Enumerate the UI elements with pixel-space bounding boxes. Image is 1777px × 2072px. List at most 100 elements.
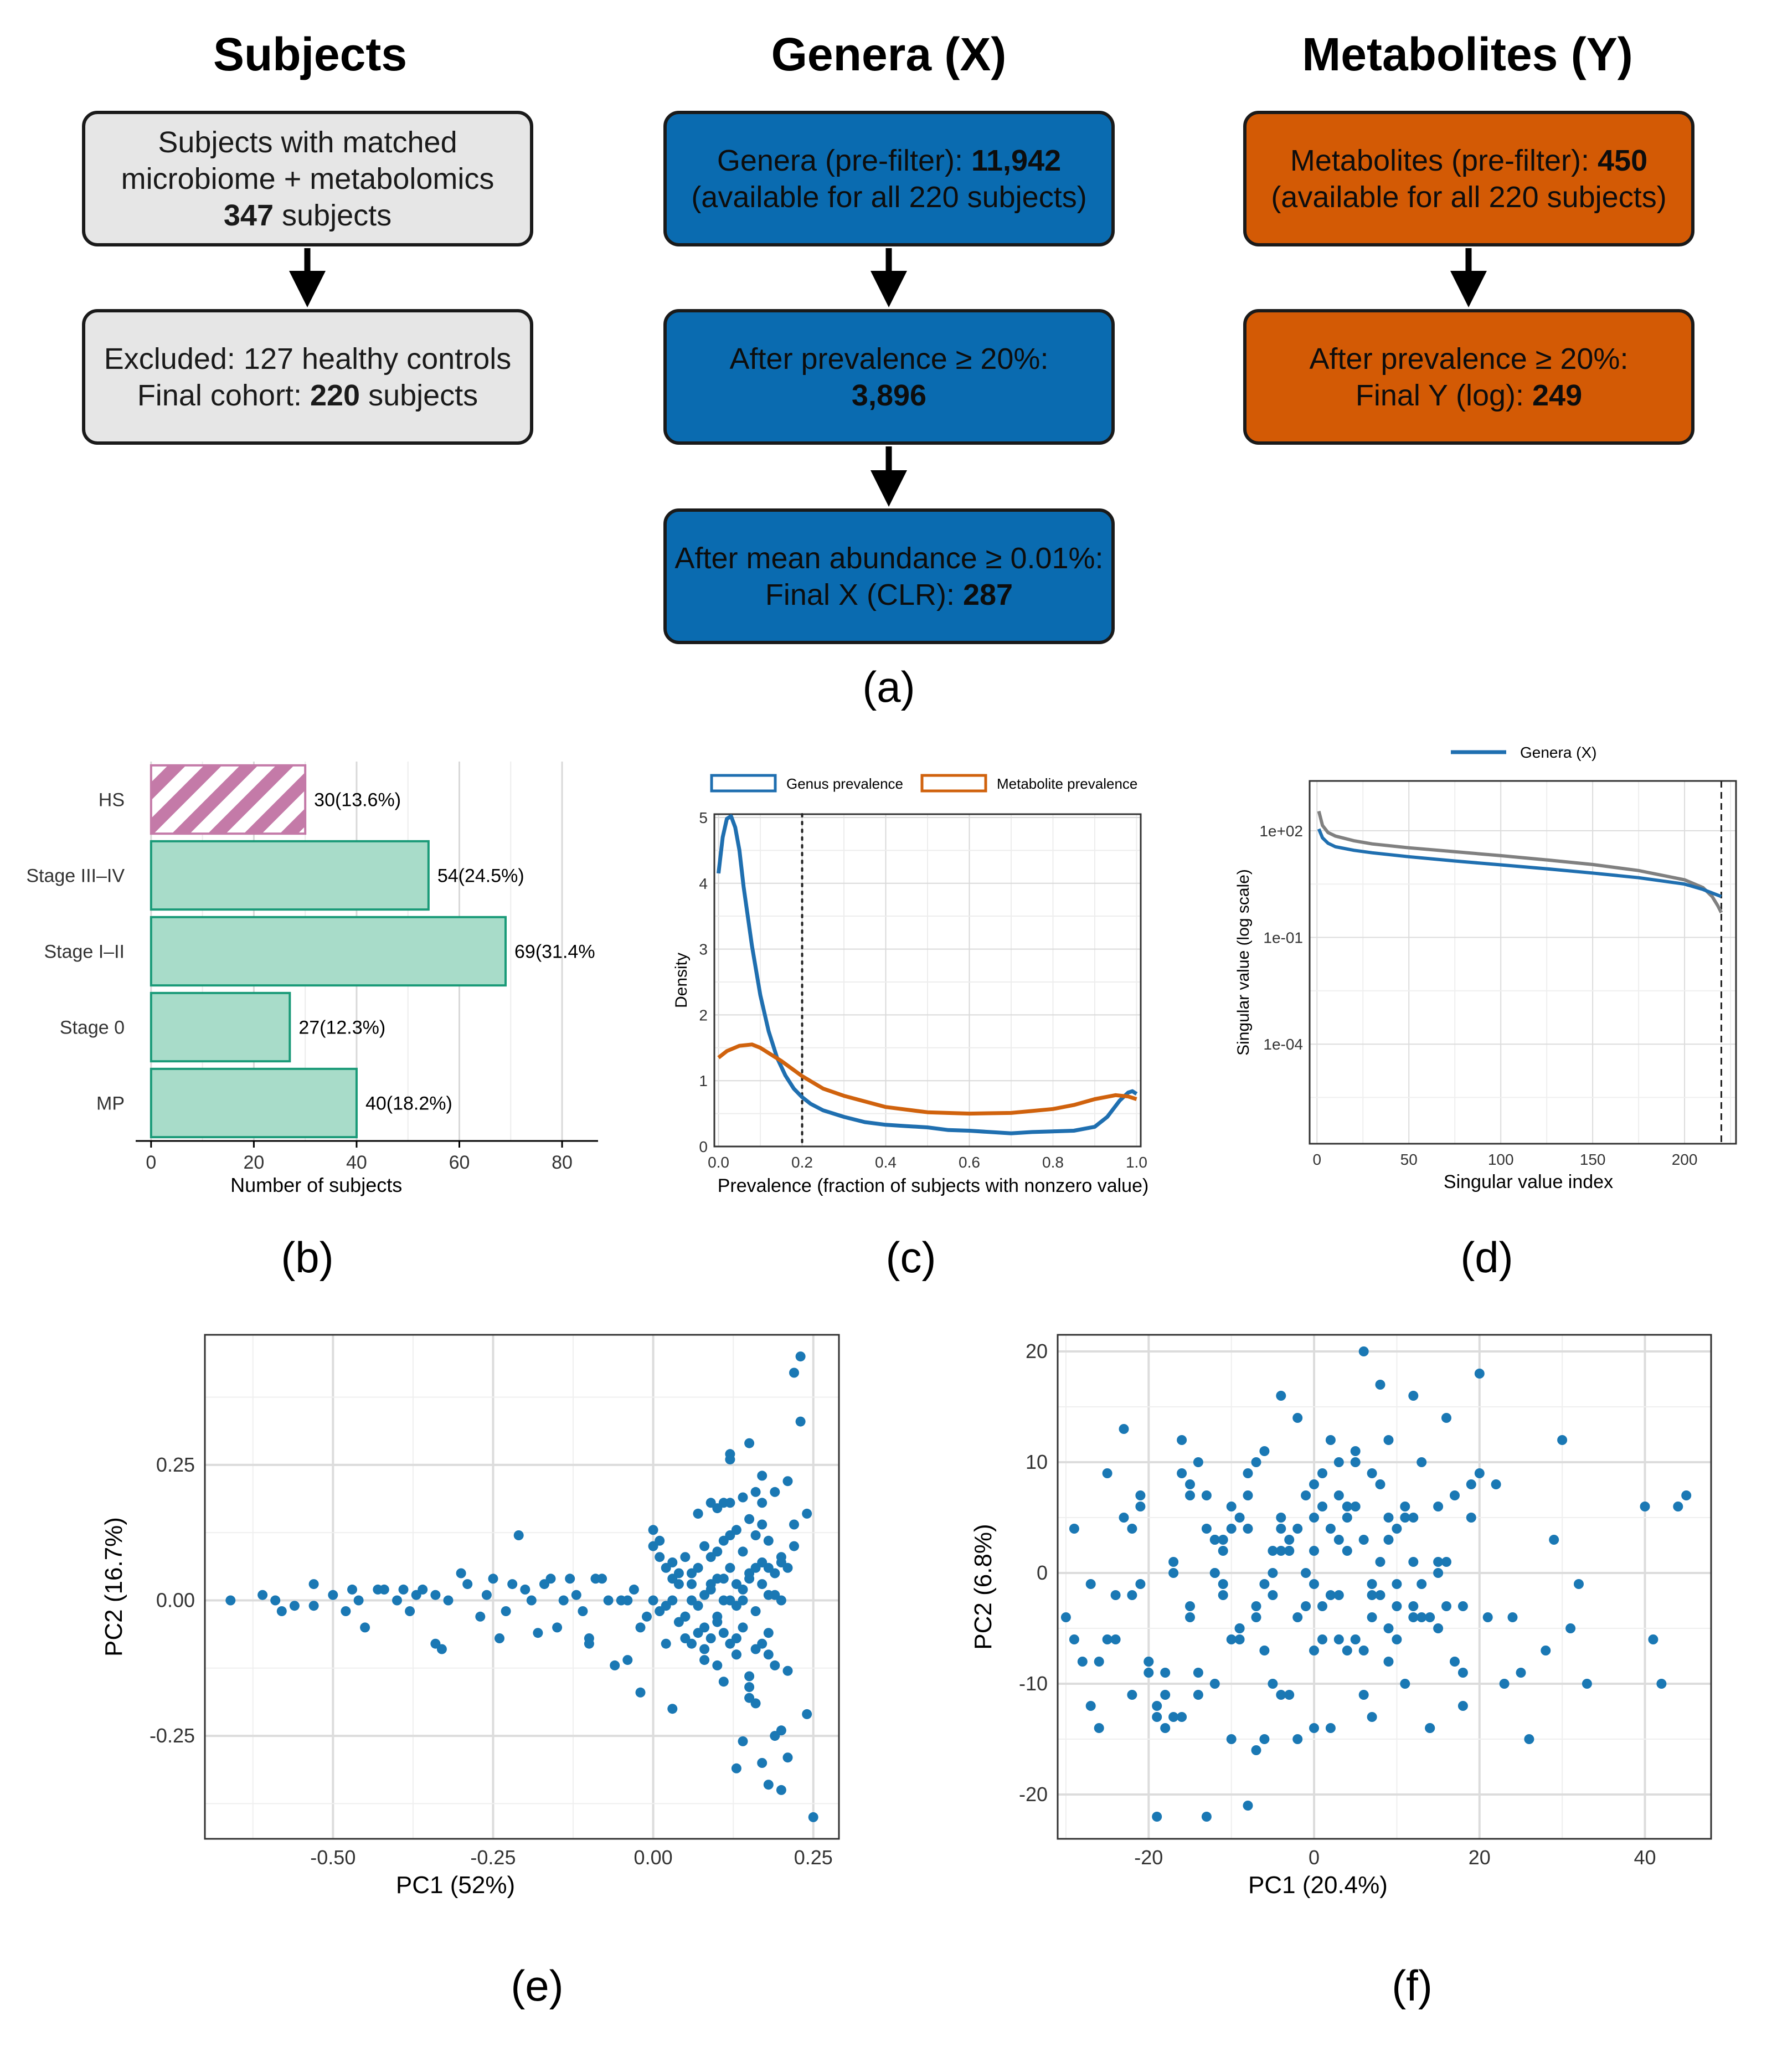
b-bar-label: 27(12.3%) xyxy=(298,1017,385,1038)
c-panel-border xyxy=(713,813,1142,1148)
b-x-axis-title: Number of subjects xyxy=(230,1174,402,1196)
e-point xyxy=(750,1487,761,1497)
e-point xyxy=(718,1628,729,1638)
f-point xyxy=(1549,1535,1559,1545)
f-point xyxy=(1333,1535,1344,1545)
f-y-tick-label: 0 xyxy=(1037,1561,1048,1584)
e-point xyxy=(738,1584,748,1595)
e-point xyxy=(558,1595,569,1606)
genera-title: Genera (X) xyxy=(771,28,1007,80)
f-x-tick-label: 40 xyxy=(1634,1846,1656,1869)
f-point xyxy=(1292,1612,1303,1622)
f-point xyxy=(1358,1646,1369,1655)
f-point xyxy=(1119,1513,1129,1523)
f-point xyxy=(1135,1490,1146,1500)
e-point xyxy=(731,1633,741,1643)
f-point xyxy=(1441,1557,1451,1567)
f-point xyxy=(1433,1623,1444,1633)
panel-label-b: (b) xyxy=(281,1233,334,1282)
b-bar xyxy=(150,840,430,911)
subjects-box-matched-line1: Subjects with matched xyxy=(158,125,457,159)
c-y-tick-label: 3 xyxy=(699,941,708,958)
b-category-label: MP xyxy=(96,1093,125,1114)
e-point xyxy=(763,1649,774,1660)
f-point xyxy=(1457,1601,1468,1611)
f-point xyxy=(1516,1668,1526,1678)
e-y-tick-label: 0.00 xyxy=(156,1588,195,1611)
panel-label-c: (c) xyxy=(885,1233,936,1282)
f-point xyxy=(1243,1490,1253,1500)
metabolites-box-final-line2: Final Y (log): 249 xyxy=(1356,377,1582,414)
f-point xyxy=(1383,1535,1394,1545)
e-point xyxy=(738,1546,748,1557)
panel-label-e: (e) xyxy=(511,1961,564,2010)
f-point xyxy=(1309,1513,1319,1523)
e-point xyxy=(405,1606,415,1616)
genera-box-abundance-line1: After mean abundance ≥ 0.01%: xyxy=(674,541,1104,575)
f-point xyxy=(1301,1568,1311,1578)
e-point xyxy=(687,1579,697,1590)
e-point xyxy=(610,1660,620,1670)
e-point xyxy=(680,1633,691,1643)
metabolites-box-prefilter: Metabolites (pre-filter): 450 (available… xyxy=(1243,111,1694,246)
e-point xyxy=(750,1698,761,1709)
b-x-tick-label: 20 xyxy=(243,1152,264,1173)
e-point xyxy=(757,1758,768,1768)
f-point xyxy=(1085,1701,1096,1711)
e-point xyxy=(507,1579,518,1590)
e-point xyxy=(673,1579,684,1590)
e-point xyxy=(475,1611,486,1622)
c-legend-label-genus: Genus prevalence xyxy=(786,775,903,792)
f-point xyxy=(1185,1601,1195,1611)
e-point xyxy=(776,1785,786,1795)
f-point xyxy=(1433,1502,1444,1511)
panel-label-f: (f) xyxy=(1392,1961,1433,2010)
f-point xyxy=(1177,1712,1187,1722)
e-point xyxy=(782,1752,793,1763)
f-point xyxy=(1309,1646,1319,1655)
e-y-tick-label: -0.25 xyxy=(150,1724,195,1747)
e-point xyxy=(687,1568,697,1579)
e-point xyxy=(622,1595,633,1606)
metabolites-box-prefilter-line2: (available for all 220 subjects) xyxy=(1271,180,1667,214)
f-point xyxy=(1350,1502,1361,1511)
c-legend-key-metabolite xyxy=(920,774,987,793)
f-point xyxy=(1193,1668,1203,1678)
e-y-axis-title: PC2 (16.7%) xyxy=(100,1517,127,1657)
b-x-tick-label: 0 xyxy=(146,1152,156,1173)
f-point xyxy=(1375,1479,1385,1489)
f-point xyxy=(1408,1513,1419,1523)
f-point xyxy=(1499,1679,1510,1689)
f-point xyxy=(1574,1579,1584,1589)
e-point xyxy=(725,1449,735,1459)
e-point xyxy=(693,1508,703,1519)
e-point xyxy=(379,1584,389,1595)
f-point xyxy=(1417,1457,1427,1467)
genera-box-prevalence: After prevalence ≥ 20%: 3,896 xyxy=(663,309,1115,445)
e-point xyxy=(738,1595,748,1606)
f-point xyxy=(1193,1690,1203,1700)
e-point xyxy=(718,1574,729,1584)
f-point xyxy=(1383,1513,1394,1523)
f-point xyxy=(1268,1590,1278,1600)
d-legend-label: Genera (X) xyxy=(1520,744,1597,761)
f-point xyxy=(1144,1657,1154,1667)
f-point xyxy=(1507,1612,1518,1622)
e-point xyxy=(750,1530,761,1540)
f-point xyxy=(1342,1513,1352,1523)
f-point xyxy=(1292,1524,1303,1534)
f-point xyxy=(1648,1634,1658,1644)
d-y-tick-label: 1e+02 xyxy=(1259,822,1303,840)
e-point xyxy=(712,1617,723,1627)
e-point xyxy=(795,1416,806,1427)
f-point xyxy=(1127,1690,1137,1700)
e-point xyxy=(802,1709,812,1719)
e-point xyxy=(782,1476,793,1487)
f-point xyxy=(1119,1424,1129,1434)
d-y-tick-label: 1e-04 xyxy=(1263,1036,1303,1053)
f-point xyxy=(1193,1457,1203,1467)
e-point xyxy=(693,1628,703,1638)
e-point xyxy=(513,1530,524,1540)
e-x-tick-label: 0.00 xyxy=(634,1846,673,1869)
f-point xyxy=(1317,1601,1327,1611)
